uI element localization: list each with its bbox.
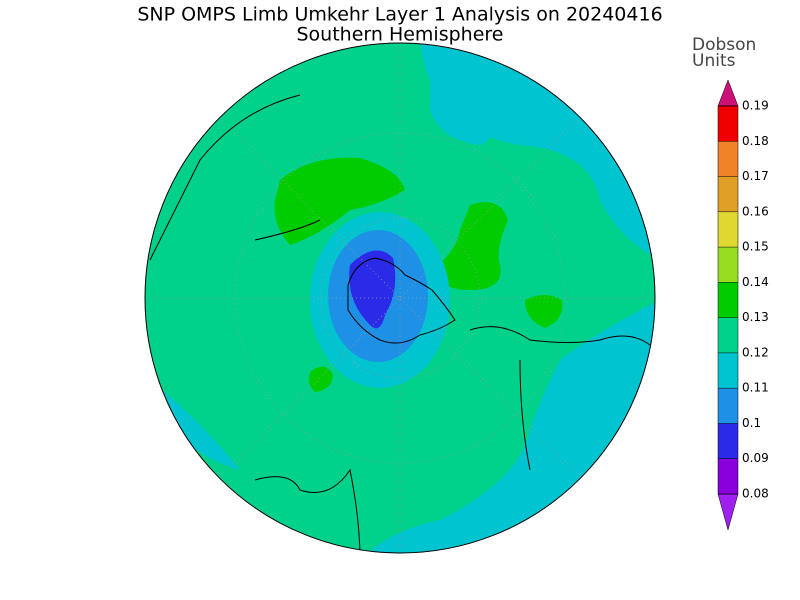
contour-region — [430, 71, 500, 145]
contour-region — [349, 250, 396, 329]
coastline — [254, 468, 361, 553]
colorbar-tick-label: 0.15 — [742, 240, 769, 254]
colorbar-tick-label: 0.18 — [742, 134, 769, 148]
colorbar-above — [717, 79, 739, 107]
title: SNP OMPS Limb Umkehr Layer 1 Analysis on… — [137, 4, 662, 26]
colorbar-tick-label: 0.17 — [742, 169, 769, 183]
colorbar-tick-label: 0.11 — [742, 381, 769, 395]
colorbar-tick-label: 0.08 — [742, 487, 769, 501]
contour-region — [525, 295, 563, 328]
colorbar-band — [718, 423, 738, 459]
colorbar-band — [718, 211, 738, 248]
contour-region — [430, 202, 508, 290]
colorbar-band — [718, 282, 738, 318]
colorbar-band — [718, 141, 738, 177]
colorbar: 0.08 0.09 0.1 0.11 0.12 0.13 0.14 0.15 0.16 0.17 0… — [717, 79, 769, 531]
colorbar-tick-label: 0.13 — [742, 310, 769, 324]
colorbar-tick-label: 0.12 — [742, 345, 769, 359]
coastline — [149, 94, 321, 261]
coastline — [347, 257, 456, 344]
map — [145, 43, 655, 553]
colorbar-tick-label: 0.14 — [742, 275, 769, 289]
colorbar-band — [718, 317, 738, 353]
contour-region — [274, 157, 405, 245]
colorbar-tick-label: 0.1 — [742, 416, 761, 430]
subtitle: Southern Hemisphere — [296, 24, 503, 46]
colorbar-band — [718, 106, 738, 142]
colorbar-tick-label: 0.19 — [742, 99, 769, 113]
colorbar-tick-label: 0.09 — [742, 451, 769, 465]
map-border — [144, 42, 656, 554]
coastline — [469, 326, 651, 471]
graticule — [145, 43, 655, 553]
colorbar-tick-label: 0.16 — [742, 204, 769, 218]
colorbar-band — [718, 247, 738, 283]
colorbar-band — [718, 458, 738, 494]
contour-region — [308, 366, 333, 392]
colorbar-band — [718, 352, 738, 389]
contour-region — [150, 380, 240, 470]
colorbar-label: Dobson — [692, 35, 756, 55]
colorbar-band — [718, 388, 738, 424]
colorbar-below — [717, 493, 739, 531]
colorbar-band — [718, 176, 738, 212]
colorbar-label: Units — [692, 51, 736, 71]
